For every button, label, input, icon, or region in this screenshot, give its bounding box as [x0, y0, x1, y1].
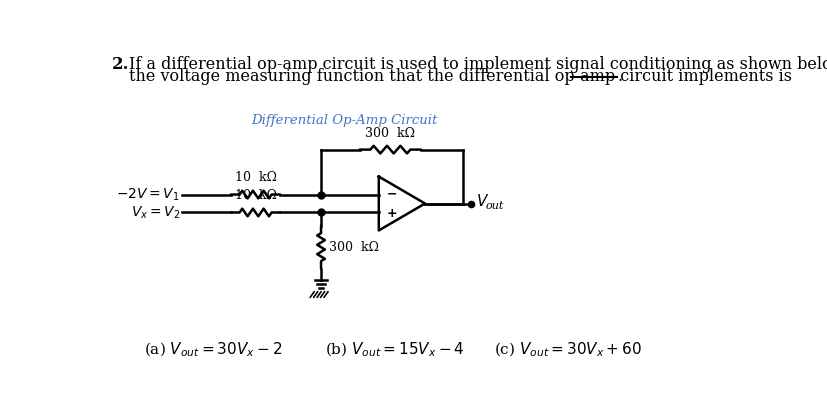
Text: 2.: 2.: [112, 56, 129, 72]
Text: −: −: [386, 187, 397, 200]
Text: 300  kΩ: 300 kΩ: [366, 127, 415, 140]
Text: (b) $V_{out} = 15V_x - 4$: (b) $V_{out} = 15V_x - 4$: [325, 341, 465, 359]
Text: If a differential op-amp circuit is used to implement signal conditioning as sho: If a differential op-amp circuit is used…: [128, 56, 827, 72]
Text: 10  kΩ: 10 kΩ: [235, 189, 276, 202]
Text: +: +: [386, 207, 397, 220]
Text: $V$: $V$: [476, 193, 489, 209]
Text: 300  kΩ: 300 kΩ: [329, 241, 379, 253]
Text: $V_x = V_2$: $V_x = V_2$: [131, 204, 180, 221]
Text: the voltage measuring function that the differential op-amp circuit implements i: the voltage measuring function that the …: [128, 68, 791, 85]
Text: (a) $V_{out} = 30V_x - 2$: (a) $V_{out} = 30V_x - 2$: [144, 341, 282, 359]
Text: (c) $V_{out} = 30V_x + 60$: (c) $V_{out} = 30V_x + 60$: [495, 341, 643, 359]
Text: .: .: [618, 68, 623, 85]
Text: 10  kΩ: 10 kΩ: [235, 171, 276, 184]
Text: $-2V = V_1$: $-2V = V_1$: [117, 186, 180, 203]
Text: Differential Op-Amp Circuit: Differential Op-Amp Circuit: [251, 114, 437, 127]
Text: out: out: [485, 201, 504, 211]
